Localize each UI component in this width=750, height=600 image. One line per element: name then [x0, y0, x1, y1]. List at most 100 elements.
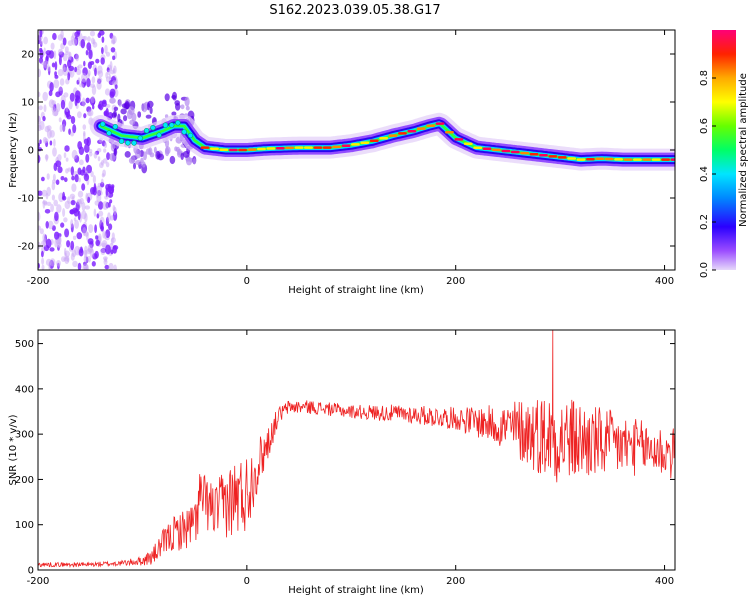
spectrogram-noise-blob [88, 151, 93, 157]
snr-ytick-label: 200 [15, 475, 34, 486]
colorbar-label: Normalized spectral amplitude [738, 73, 749, 227]
spectrogram-noise-blob [133, 162, 136, 170]
spectrogram-ytick-label: 10 [21, 98, 34, 109]
spectrogram-noise-blob [112, 55, 116, 61]
spectrogram-noise-blob [124, 151, 131, 158]
spectrogram-noise-blob [42, 91, 48, 102]
spectrogram-noise-blob [53, 138, 56, 147]
spectrogram-noise-blob [49, 140, 53, 146]
spectrogram-noise-blob [79, 159, 84, 166]
spectrogram-noise-blob [113, 106, 119, 112]
spectrogram-noise-blob [78, 248, 84, 257]
spectrogram-noise-blob [74, 31, 80, 37]
spectrogram-noise-blob [97, 156, 101, 162]
spectrogram-noise-blob [60, 30, 64, 40]
spectrogram-noise-blob [69, 92, 75, 102]
spectrogram-noise-blob [107, 212, 111, 223]
spectrogram-noise-blob [83, 138, 89, 145]
spectrogram-peak-mark [169, 122, 175, 128]
spectrogram-noise-blob [96, 185, 103, 195]
spectrogram-noise-blob [164, 93, 170, 102]
spectrogram-noise-blob [64, 250, 70, 258]
spectrogram-noise-blob [110, 142, 115, 152]
spectrogram-noise-blob [38, 147, 43, 152]
spectrogram-noise-blob [73, 217, 77, 222]
spectrogram-noise-blob [74, 66, 77, 73]
spectrogram-noise-blob [56, 242, 62, 249]
spectrogram-noise-blob [100, 248, 106, 255]
spectrogram-noise-blob [83, 266, 88, 270]
spectrogram-noise-blob [74, 98, 78, 107]
spectrogram-noise-blob [87, 61, 92, 69]
spectrogram-noise-blob [118, 99, 123, 107]
spectrogram-noise-blob [77, 210, 81, 221]
spectrogram-noise-blob [184, 96, 190, 107]
spectrogram-noise-blob [60, 176, 65, 181]
snr-xtick-label: 0 [244, 576, 250, 587]
spectrogram-noise-blob [51, 182, 56, 191]
spectrogram-noise-blob [96, 193, 102, 203]
spectrogram-noise-blob [82, 227, 87, 236]
spectrogram-xtick-label: 0 [244, 276, 250, 287]
spectrogram-noise-blob [84, 143, 90, 153]
spectrogram-noise-blob [95, 58, 100, 64]
spectrogram-noise-blob [38, 225, 41, 231]
spectrogram-noise-blob [41, 264, 45, 270]
spectrogram-noise-blob [153, 146, 157, 154]
spectrogram-noise-blob [63, 217, 68, 223]
spectrogram-noise-blob [38, 115, 41, 125]
spectrogram-noise-blob [62, 123, 66, 133]
spectrogram-noise-blob [104, 195, 109, 200]
spectrogram-noise-blob [45, 221, 49, 229]
spectrogram-noise-blob [105, 51, 111, 57]
spectrogram-noise-blob [58, 117, 62, 123]
spectrogram-noise-blob [51, 194, 56, 201]
spectrogram-noise-blob [75, 53, 79, 62]
spectrogram-noise-blob [62, 37, 67, 46]
spectrogram-noise-blob [42, 115, 46, 122]
spectrogram-noise-blob [50, 204, 54, 212]
spectrogram-noise-blob [64, 228, 70, 238]
spectrogram-noise-blob [92, 175, 96, 184]
colorbar-tick-label: 0.8 [699, 70, 710, 86]
spectrogram-noise-blob [107, 185, 112, 193]
spectrogram-noise-blob [96, 77, 103, 82]
snr-frame [37, 329, 676, 571]
spectrogram-noise-blob [62, 53, 68, 62]
spectrogram-noise-blob [86, 78, 91, 88]
spectrogram-noise-blob [83, 113, 87, 119]
spectrogram-peak-mark [162, 122, 169, 128]
spectrogram-noise-blob [111, 232, 115, 240]
spectrogram-noise-blob [84, 205, 91, 210]
spectrogram-noise-blob [101, 101, 107, 107]
spectrogram-noise-blob [100, 160, 104, 166]
spectrogram-noise-blob [85, 97, 90, 104]
spectrogram-noise-blob [70, 116, 76, 124]
spectrogram-noise-blob [45, 154, 48, 162]
spectrogram-noise-blob [85, 192, 89, 201]
spectrogram-noise-blob [83, 173, 90, 182]
spectrogram-noise-blob [141, 103, 148, 113]
spectrogram-noise-blob [53, 79, 60, 89]
spectrogram-noise-blob [51, 62, 56, 68]
spectrogram-noise-blob [44, 138, 49, 143]
spectrogram-noise-blob [104, 257, 107, 263]
spectrogram-noise-blob [55, 102, 61, 113]
spectrogram-noise-blob [109, 88, 116, 97]
spectrogram-noise-blob [83, 255, 89, 263]
spectrogram-noise-blob [67, 59, 72, 69]
spectrogram-noise-blob [135, 160, 142, 165]
spectrogram-noise-blob [43, 36, 48, 45]
spectrogram-noise-blob [79, 83, 85, 88]
spectrogram-noise-blob [111, 185, 115, 194]
spectrogram-noise-blob [97, 65, 103, 74]
spectrogram-noise-blob [52, 110, 59, 117]
spectrogram-peak-mark [99, 121, 106, 127]
spectrogram-noise-blob [53, 50, 57, 60]
spectrogram-noise-blob [74, 90, 81, 100]
spectrogram-noise-blob [76, 232, 83, 240]
spectrogram-noise-blob [39, 228, 44, 235]
spectrogram-noise-blob [39, 30, 43, 38]
spectrogram-ytick-label: -20 [18, 242, 34, 253]
spectrogram-noise-blob [91, 95, 95, 104]
